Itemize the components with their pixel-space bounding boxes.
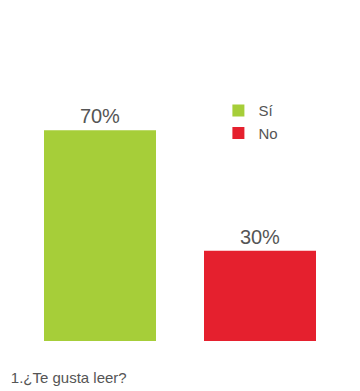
svg-text:30%: 30%	[240, 226, 280, 248]
svg-text:70%: 70%	[80, 105, 120, 127]
svg-text:Sí: Sí	[258, 102, 273, 119]
svg-text:1.¿Te gusta leer?: 1.¿Te gusta leer?	[11, 369, 127, 386]
svg-text:No: No	[258, 125, 277, 142]
